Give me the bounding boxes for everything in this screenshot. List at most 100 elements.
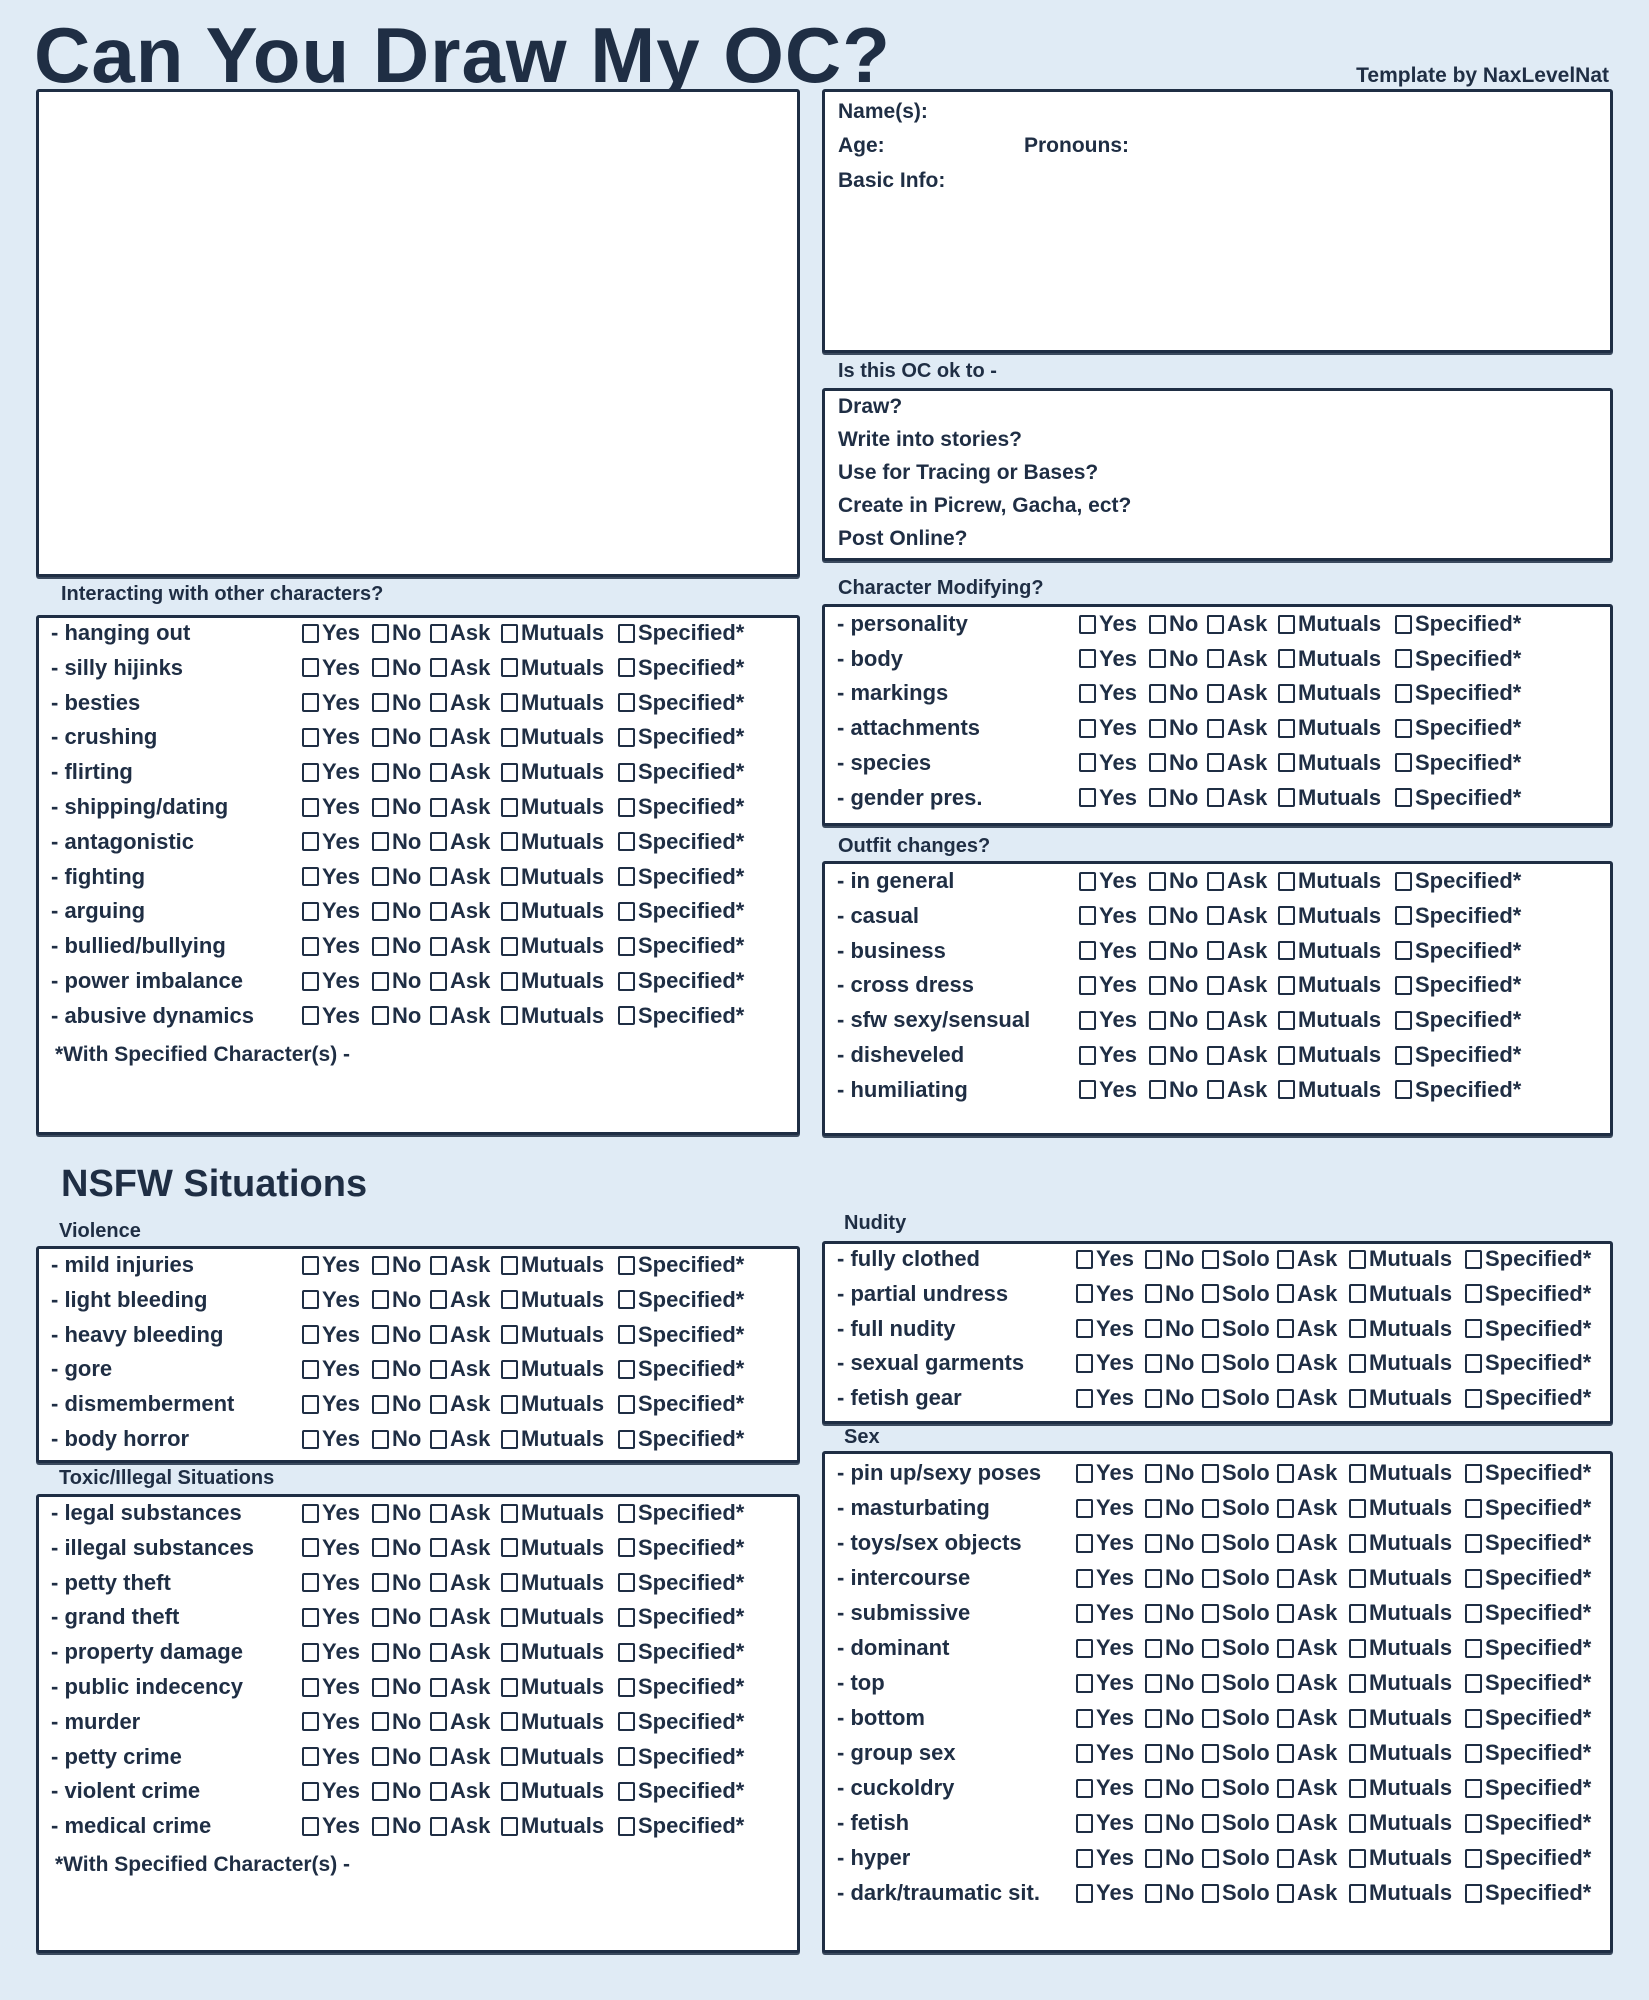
checkbox-specified[interactable]: Specified*: [1465, 1880, 1591, 1906]
checkbox-icon[interactable]: [1465, 1813, 1482, 1833]
checkbox-icon[interactable]: [1207, 1045, 1224, 1065]
checkbox-icon[interactable]: [1207, 941, 1224, 961]
checkbox-icon[interactable]: [501, 727, 518, 747]
checkbox-icon[interactable]: [1277, 1388, 1294, 1408]
checkbox-mutuals[interactable]: Mutuals: [501, 1252, 604, 1278]
checkbox-icon[interactable]: [1465, 1673, 1482, 1693]
checkbox-specified[interactable]: Specified*: [1465, 1495, 1591, 1521]
checkbox-ask[interactable]: Ask: [1277, 1460, 1337, 1486]
checkbox-icon[interactable]: [372, 1290, 389, 1310]
checkbox-icon[interactable]: [430, 1747, 447, 1767]
checkbox-icon[interactable]: [430, 901, 447, 921]
checkbox-icon[interactable]: [1079, 1045, 1096, 1065]
checkbox-icon[interactable]: [372, 832, 389, 852]
checkbox-no[interactable]: No: [372, 1252, 421, 1278]
checkbox-specified[interactable]: Specified*: [1465, 1350, 1591, 1376]
checkbox-specified[interactable]: Specified*: [1395, 646, 1521, 672]
checkbox-no[interactable]: No: [372, 1604, 421, 1630]
checkbox-ask[interactable]: Ask: [1277, 1565, 1337, 1591]
checkbox-icon[interactable]: [1145, 1353, 1162, 1373]
checkbox-icon[interactable]: [430, 832, 447, 852]
checkbox-no[interactable]: No: [1145, 1460, 1194, 1486]
checkbox-mutuals[interactable]: Mutuals: [501, 898, 604, 924]
checkbox-specified[interactable]: Specified*: [618, 1639, 744, 1665]
checkbox-icon[interactable]: [372, 901, 389, 921]
checkbox-specified[interactable]: Specified*: [1465, 1705, 1591, 1731]
checkbox-specified[interactable]: Specified*: [1465, 1281, 1591, 1307]
checkbox-ask[interactable]: Ask: [430, 724, 490, 750]
checkbox-icon[interactable]: [1076, 1708, 1093, 1728]
checkbox-icon[interactable]: [1277, 1638, 1294, 1658]
checkbox-no[interactable]: No: [1149, 750, 1198, 776]
checkbox-ask[interactable]: Ask: [1277, 1350, 1337, 1376]
checkbox-no[interactable]: No: [1145, 1495, 1194, 1521]
checkbox-icon[interactable]: [618, 867, 635, 887]
checkbox-icon[interactable]: [430, 693, 447, 713]
checkbox-icon[interactable]: [302, 1006, 319, 1026]
checkbox-mutuals[interactable]: Mutuals: [1349, 1565, 1452, 1591]
checkbox-icon[interactable]: [1465, 1778, 1482, 1798]
checkbox-icon[interactable]: [1395, 788, 1412, 807]
checkbox-icon[interactable]: [1076, 1463, 1093, 1483]
checkbox-icon[interactable]: [1277, 1284, 1294, 1304]
checkbox-icon[interactable]: [618, 1006, 635, 1026]
checkbox-mutuals[interactable]: Mutuals: [1349, 1281, 1452, 1307]
checkbox-ask[interactable]: Ask: [1207, 1007, 1267, 1033]
checkbox-no[interactable]: No: [1149, 903, 1198, 929]
checkbox-icon[interactable]: [1277, 1673, 1294, 1693]
checkbox-icon[interactable]: [1079, 871, 1096, 891]
checkbox-icon[interactable]: [1145, 1603, 1162, 1623]
checkbox-yes[interactable]: Yes: [1079, 646, 1137, 672]
checkbox-no[interactable]: No: [372, 1778, 421, 1804]
checkbox-icon[interactable]: [618, 1816, 635, 1836]
checkbox-icon[interactable]: [430, 1429, 447, 1449]
checkbox-ask[interactable]: Ask: [1207, 715, 1267, 741]
checkbox-icon[interactable]: [1079, 906, 1096, 926]
checkbox-ask[interactable]: Ask: [1207, 750, 1267, 776]
checkbox-icon[interactable]: [1076, 1778, 1093, 1798]
checkbox-ask[interactable]: Ask: [1277, 1495, 1337, 1521]
checkbox-icon[interactable]: [618, 762, 635, 782]
checkbox-no[interactable]: No: [372, 1570, 421, 1596]
checkbox-icon[interactable]: [1079, 975, 1096, 995]
checkbox-yes[interactable]: Yes: [1079, 903, 1137, 929]
checkbox-icon[interactable]: [1076, 1848, 1093, 1868]
checkbox-icon[interactable]: [372, 1503, 389, 1523]
checkbox-yes[interactable]: Yes: [302, 1744, 360, 1770]
checkbox-yes[interactable]: Yes: [302, 1674, 360, 1700]
checkbox-mutuals[interactable]: Mutuals: [501, 1744, 604, 1770]
checkbox-icon[interactable]: [501, 1573, 518, 1593]
checkbox-ask[interactable]: Ask: [430, 1813, 490, 1839]
checkbox-icon[interactable]: [1149, 1045, 1166, 1065]
checkbox-icon[interactable]: [1465, 1353, 1482, 1373]
checkbox-icon[interactable]: [372, 1642, 389, 1662]
checkbox-ask[interactable]: Ask: [1277, 1880, 1337, 1906]
checkbox-icon[interactable]: [1149, 649, 1166, 669]
checkbox-icon[interactable]: [372, 1429, 389, 1449]
checkbox-icon[interactable]: [1349, 1319, 1366, 1339]
checkbox-yes[interactable]: Yes: [1076, 1880, 1134, 1906]
checkbox-icon[interactable]: [430, 1573, 447, 1593]
checkbox-specified[interactable]: Specified*: [1395, 938, 1521, 964]
checkbox-yes[interactable]: Yes: [302, 1391, 360, 1417]
checkbox-no[interactable]: No: [372, 933, 421, 959]
checkbox-ask[interactable]: Ask: [1277, 1705, 1337, 1731]
checkbox-mutuals[interactable]: Mutuals: [1278, 938, 1381, 964]
checkbox-icon[interactable]: [1278, 1010, 1295, 1030]
checkbox-no[interactable]: No: [1149, 680, 1198, 706]
checkbox-mutuals[interactable]: Mutuals: [501, 968, 604, 994]
checkbox-icon[interactable]: [302, 1712, 319, 1732]
checkbox-icon[interactable]: [1277, 1813, 1294, 1833]
checkbox-icon[interactable]: [1277, 1848, 1294, 1868]
checkbox-icon[interactable]: [1202, 1813, 1219, 1833]
checkbox-yes[interactable]: Yes: [1076, 1635, 1134, 1661]
checkbox-icon[interactable]: [302, 936, 319, 956]
checkbox-mutuals[interactable]: Mutuals: [501, 1500, 604, 1526]
checkbox-solo[interactable]: Solo: [1202, 1350, 1270, 1376]
checkbox-icon[interactable]: [1079, 788, 1096, 807]
checkbox-specified[interactable]: Specified*: [618, 1674, 744, 1700]
checkbox-specified[interactable]: Specified*: [1395, 1077, 1521, 1103]
checkbox-icon[interactable]: [372, 1394, 389, 1414]
checkbox-icon[interactable]: [1465, 1463, 1482, 1483]
checkbox-solo[interactable]: Solo: [1202, 1635, 1270, 1661]
